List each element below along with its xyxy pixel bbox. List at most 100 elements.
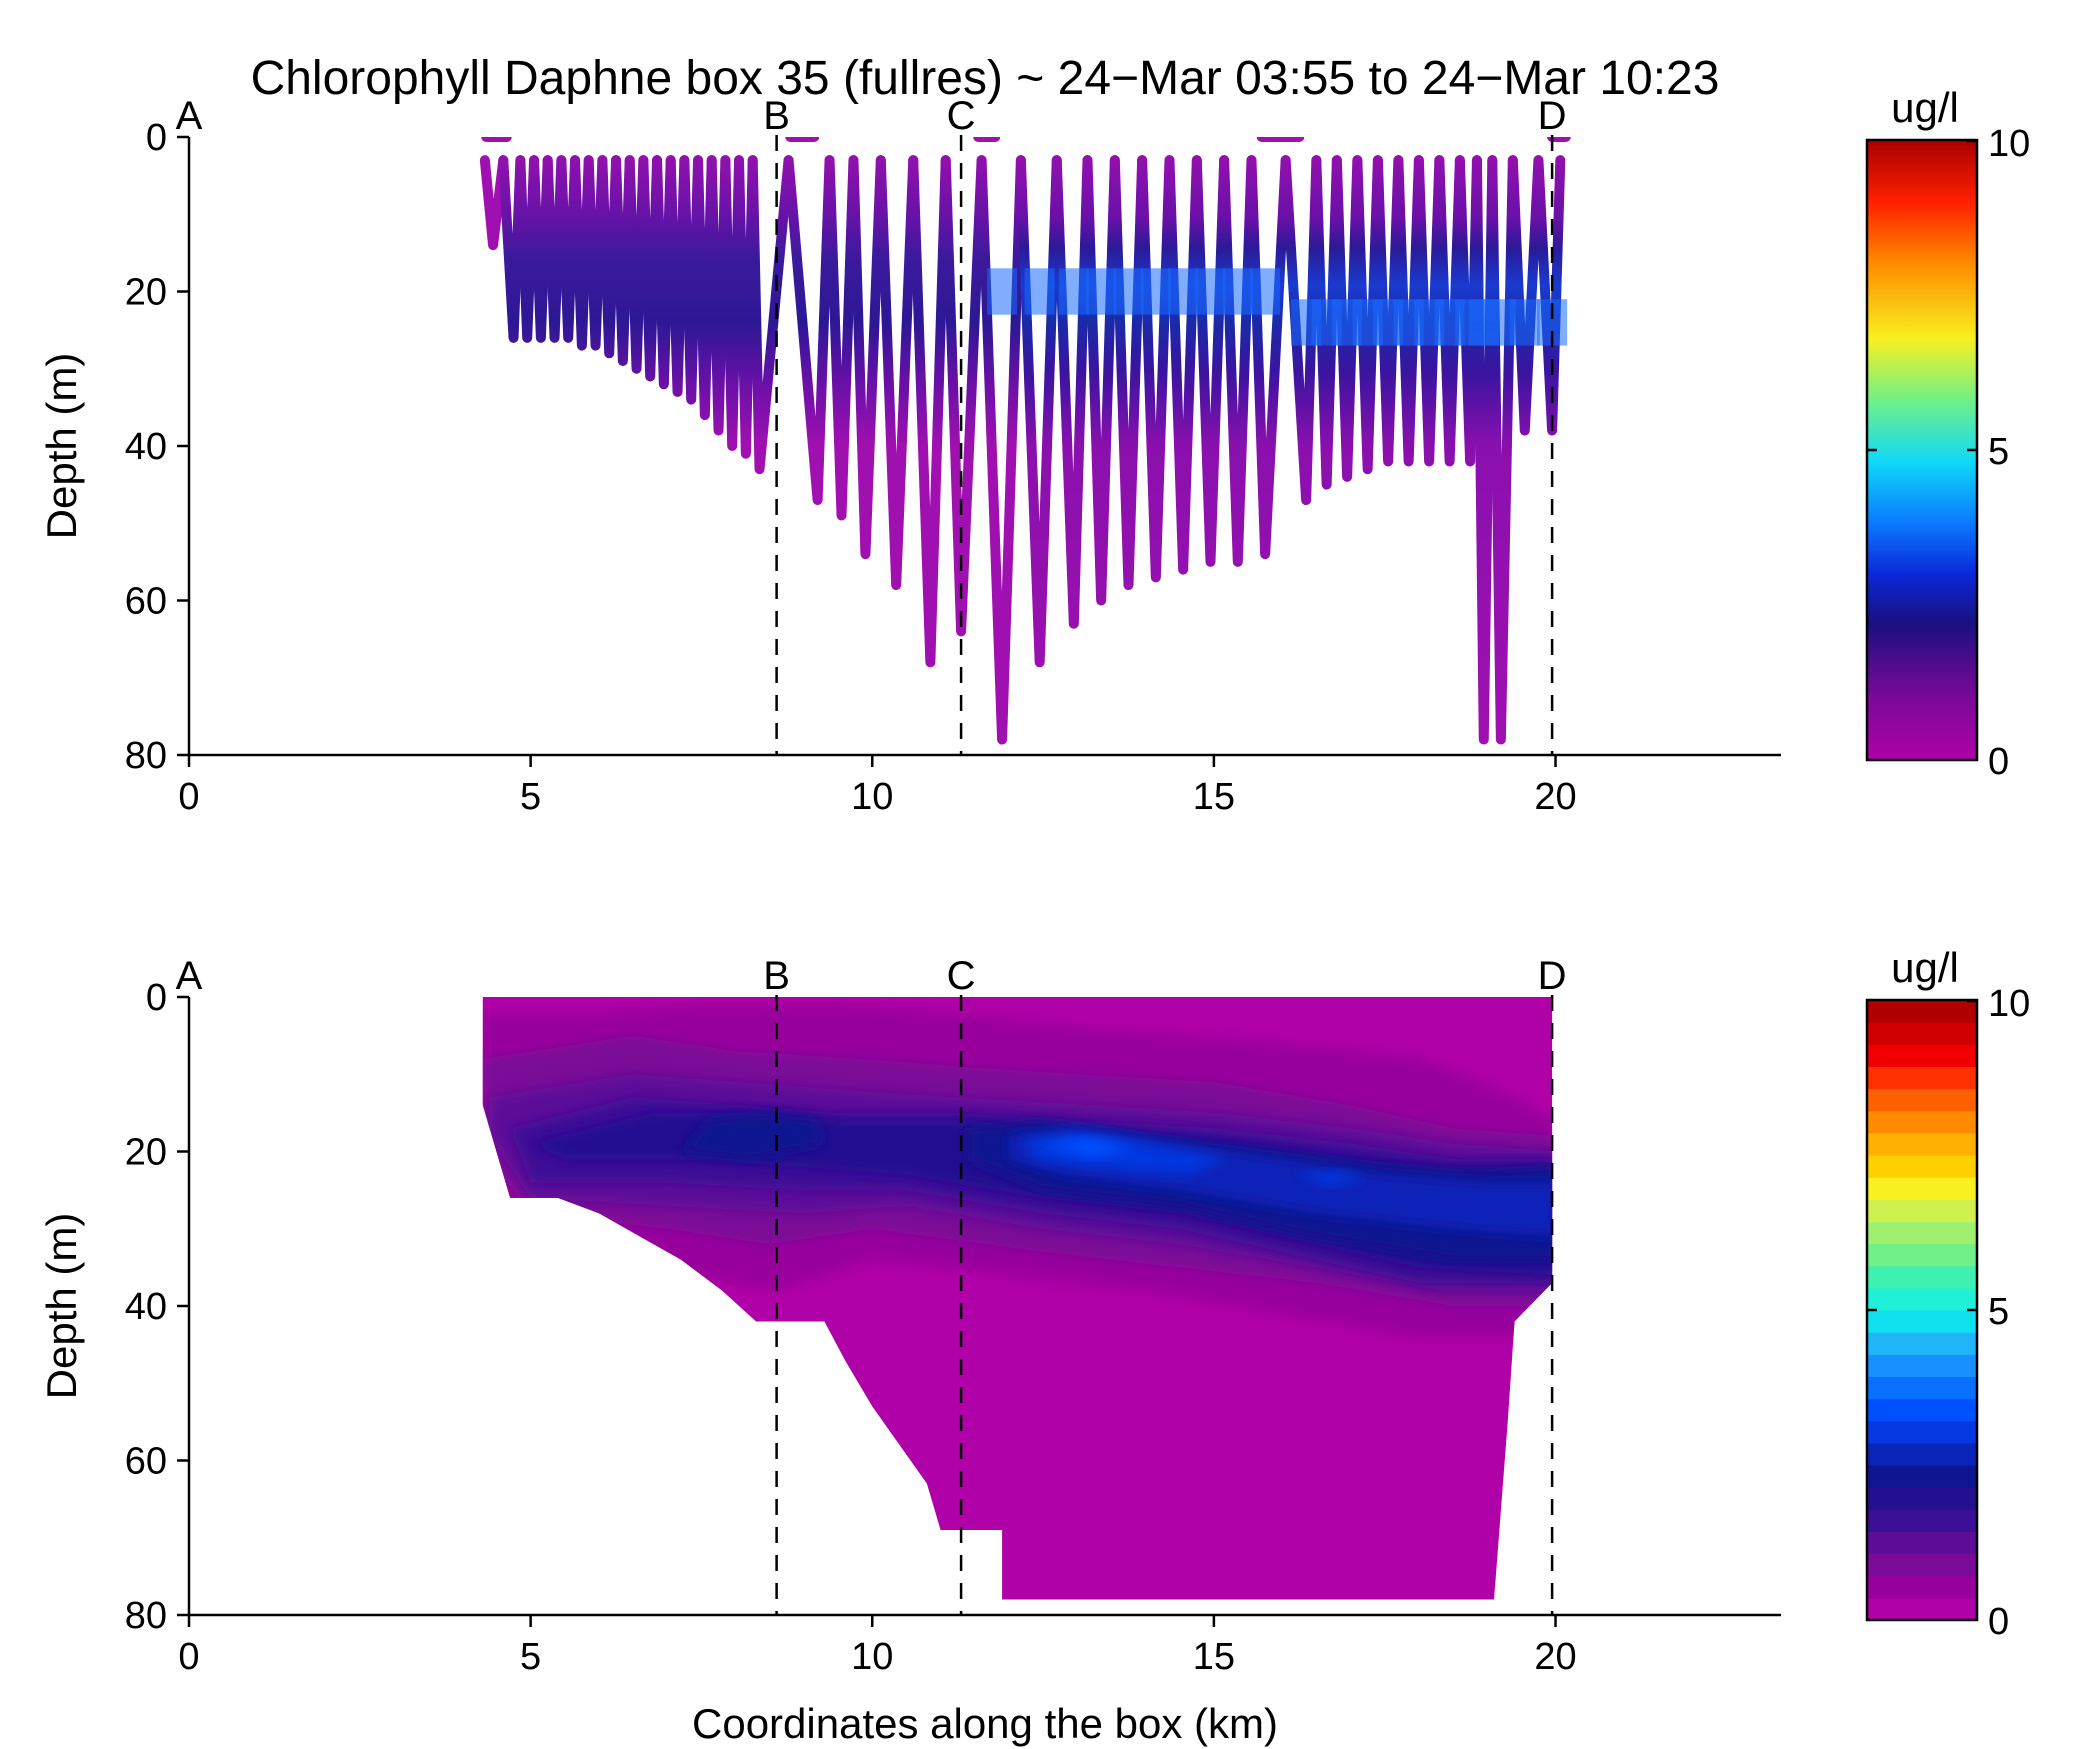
colorbar-level-swatch	[1867, 1022, 1977, 1045]
colorbar-level-swatch	[1867, 1088, 1977, 1112]
y-tick-label: 40	[125, 426, 167, 468]
top-track-layer	[479, 137, 1571, 745]
y-tick-label: 40	[125, 1286, 167, 1328]
colorbar-level-swatch	[1867, 1553, 1977, 1577]
glider-profile	[747, 155, 794, 475]
colorbar-level-swatch	[1867, 1531, 1977, 1555]
y-tick-label: 20	[125, 272, 167, 314]
section-marker-label-a: A	[176, 94, 203, 138]
x-tick-label: 20	[1534, 1636, 1576, 1678]
chlorophyll-max-segment	[1168, 268, 1199, 315]
contour-level-5	[530, 1112, 1553, 1276]
y-tick-label: 0	[146, 117, 167, 159]
bottom-colorbar-label-min: 0	[1988, 1601, 2009, 1643]
x-tick-label: 5	[520, 776, 541, 818]
section-marker-label-d: D	[1538, 94, 1567, 138]
colorbar-level-swatch	[1867, 1066, 1977, 1090]
glider-profile	[1507, 155, 1544, 436]
colorbar-level-swatch	[1867, 1155, 1977, 1178]
colorbar-level-swatch	[1867, 1310, 1977, 1333]
colorbar-level-swatch	[1867, 1265, 1977, 1289]
colorbar-level-swatch	[1867, 1442, 1977, 1466]
bottom-colorbar: ug/l 10 5 0	[1865, 944, 2030, 1643]
glider-profile	[1471, 155, 1498, 745]
glider-profile	[1082, 155, 1120, 606]
colorbar-level-swatch	[1867, 1243, 1977, 1267]
colorbar-level-swatch	[1867, 1221, 1977, 1245]
section-marker-label-d: D	[1538, 954, 1567, 998]
top-colorbar-label-mid: 5	[1988, 431, 2009, 473]
contour-level-6	[680, 1112, 825, 1160]
glider-profile	[1533, 155, 1566, 436]
glider-profile	[1164, 155, 1202, 575]
colorbar-level-swatch	[1867, 1487, 1977, 1510]
chlorophyll-max-segment	[1086, 268, 1117, 315]
bottom-colorbar-label-max: 10	[1988, 983, 2030, 1025]
glider-profile	[1137, 155, 1175, 583]
section-marker-label-c: C	[947, 94, 976, 138]
glider-profile	[1246, 155, 1291, 560]
y-tick-label: 60	[125, 581, 167, 623]
colorbar-level-swatch	[1867, 1000, 1977, 1023]
glider-profile	[783, 155, 835, 506]
glider-profile	[875, 155, 919, 591]
bottom-contour-layer	[482, 997, 1553, 1600]
bottom-markers: A B C D	[176, 954, 1567, 1615]
colorbar-level-swatch	[1867, 1199, 1977, 1223]
glider-profile	[1311, 155, 1342, 490]
colorbar-level-swatch	[1867, 1376, 1977, 1400]
glider-profile	[1487, 155, 1518, 745]
bottom-colorbar-unit: ug/l	[1891, 944, 1959, 991]
x-tick-label: 20	[1534, 776, 1576, 818]
top-panel: A B C D 0 5 10 15 20 0 20 40 60 80 Depth (m) ug/l 1…	[38, 84, 2030, 818]
colorbar-level-swatch	[1867, 1575, 1977, 1599]
x-tick-label: 5	[520, 1636, 541, 1678]
bottom-y-axis-label: Depth (m)	[38, 1213, 85, 1400]
glider-profile	[848, 155, 886, 560]
colorbar-level-swatch	[1867, 1597, 1977, 1621]
section-marker-label-a: A	[176, 954, 203, 998]
section-marker-label-b: B	[763, 94, 790, 138]
section-marker-label-b: B	[763, 954, 790, 998]
top-chl-max-layer	[987, 268, 1568, 346]
bottom-colorbar-levels	[1867, 1000, 1977, 1621]
x-tick-label: 0	[178, 776, 199, 818]
chlorophyll-max-segment	[1509, 299, 1540, 346]
colorbar-level-swatch	[1867, 1287, 1977, 1311]
glider-profile	[1434, 155, 1465, 467]
glider-profile	[1051, 155, 1093, 629]
x-tick-label: 0	[178, 1636, 199, 1678]
bottom-colorbar-label-mid: 5	[1988, 1291, 2009, 1333]
glider-profile	[1352, 155, 1383, 475]
glider-profile	[908, 155, 951, 668]
x-tick-label: 10	[851, 776, 893, 818]
colorbar-level-swatch	[1867, 1509, 1977, 1533]
top-colorbar-unit: ug/l	[1891, 84, 1959, 131]
chlorophyll-max-segment	[1058, 268, 1089, 315]
colorbar-level-swatch	[1867, 1420, 1977, 1444]
colorbar-level-swatch	[1867, 1332, 1977, 1355]
colorbar-level-swatch	[1867, 1132, 1977, 1156]
top-colorbar-gradient	[1865, 138, 1979, 762]
colorbar-level-swatch	[1867, 1354, 1977, 1378]
chlorophyll-max-segment	[987, 268, 1018, 315]
bottom-panel: A B C D 0 5 10 15 20 0 20 40 60 80 Depth (m) Coordi…	[38, 944, 2030, 1747]
y-tick-label: 20	[125, 1132, 167, 1174]
top-colorbar-label-max: 10	[1988, 123, 2030, 165]
colorbar-level-swatch	[1867, 1465, 1977, 1488]
colorbar-level-swatch	[1867, 1177, 1977, 1200]
chlorophyll-max-segment	[1250, 268, 1281, 315]
y-tick-label: 80	[125, 1595, 167, 1637]
chlorophyll-max-segment	[1140, 268, 1171, 315]
bottom-y-ticks: 0 20 40 60 80	[125, 977, 189, 1637]
chlorophyll-max-segment	[1113, 268, 1144, 315]
glider-profile	[1109, 155, 1148, 591]
top-y-axis-label: Depth (m)	[38, 353, 85, 540]
colorbar-level-swatch	[1867, 1110, 1977, 1134]
x-tick-label: 15	[1193, 1636, 1235, 1678]
top-x-ticks: 0 5 10 15 20	[178, 755, 1577, 818]
bottom-x-ticks: 0 5 10 15 20	[178, 1615, 1577, 1678]
glider-profile	[1280, 155, 1322, 506]
bottom-x-axis-label: Coordinates along the box (km)	[692, 1700, 1278, 1747]
